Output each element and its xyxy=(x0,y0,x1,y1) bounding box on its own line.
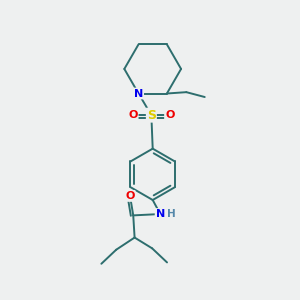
Text: H: H xyxy=(167,209,176,219)
Text: O: O xyxy=(165,110,174,120)
Text: S: S xyxy=(147,109,156,122)
Text: N: N xyxy=(156,209,165,219)
Text: N: N xyxy=(134,88,143,98)
Text: O: O xyxy=(125,191,135,201)
Text: O: O xyxy=(128,110,138,120)
